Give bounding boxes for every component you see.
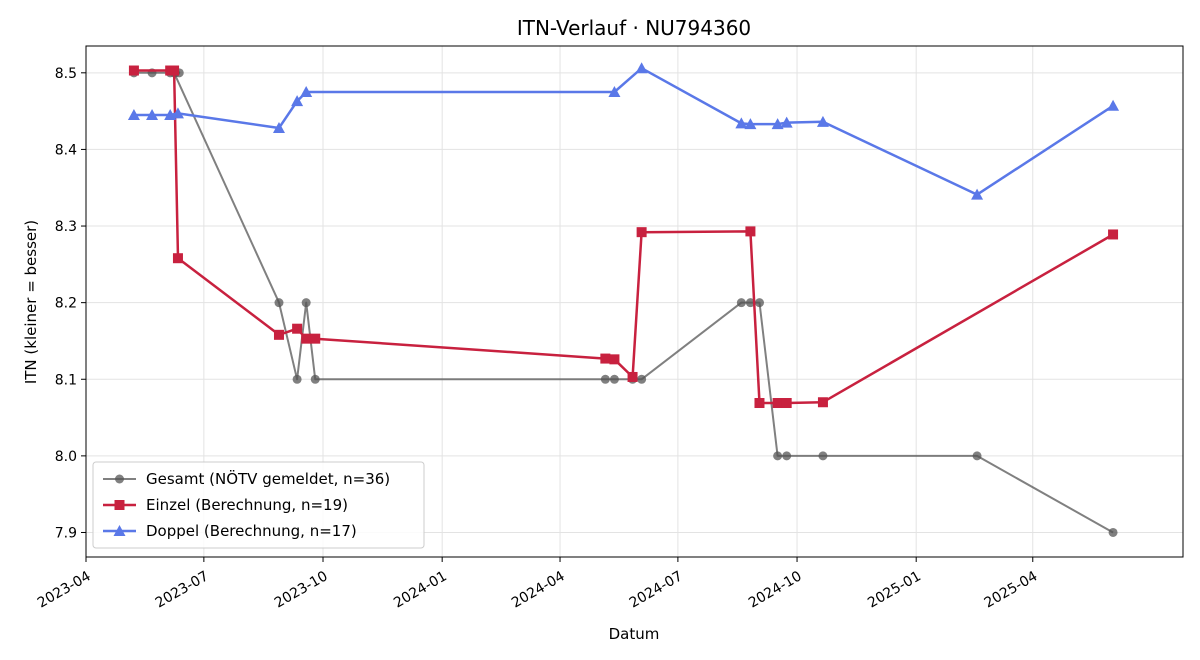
legend-label: Doppel (Berechnung, n=17) xyxy=(146,522,357,540)
data-point xyxy=(735,117,748,129)
y-tick-label: 8.4 xyxy=(55,142,77,158)
data-point xyxy=(1107,99,1120,111)
y-tick-label: 8.2 xyxy=(55,296,77,312)
data-point xyxy=(754,398,765,409)
legend-marker xyxy=(115,474,124,484)
data-point xyxy=(609,374,619,384)
data-point xyxy=(310,333,321,344)
y-tick-label: 8.3 xyxy=(55,219,77,235)
data-point xyxy=(608,85,621,97)
data-point xyxy=(745,298,755,308)
data-point xyxy=(972,451,982,461)
data-point xyxy=(600,353,611,364)
data-point xyxy=(291,95,304,107)
y-tick-label: 8.1 xyxy=(55,372,77,388)
chart-title: ITN-Verlauf · NU794360 xyxy=(517,16,751,40)
data-point xyxy=(754,298,764,308)
data-point xyxy=(273,329,284,340)
data-point xyxy=(300,85,313,97)
data-point xyxy=(1108,229,1119,240)
data-point xyxy=(292,323,303,334)
data-point xyxy=(635,62,648,74)
data-point xyxy=(172,253,183,264)
y-tick-label: 8.0 xyxy=(55,449,77,465)
data-point xyxy=(772,398,783,409)
data-point xyxy=(745,226,756,237)
data-point xyxy=(781,398,792,409)
series-line xyxy=(133,66,1114,196)
data-point xyxy=(301,333,312,344)
series-2 xyxy=(128,65,1119,409)
y-axis-label: ITN (kleiner = besser) xyxy=(22,220,40,384)
data-point xyxy=(818,451,828,461)
y-tick-label: 7.9 xyxy=(55,525,77,541)
data-point xyxy=(310,374,320,384)
x-axis-label: Datum xyxy=(609,625,660,643)
data-point xyxy=(636,227,647,238)
legend-box xyxy=(92,461,425,549)
data-point xyxy=(782,451,792,461)
data-point xyxy=(773,451,783,461)
data-point xyxy=(771,118,784,130)
data-point xyxy=(127,108,140,120)
grid xyxy=(85,46,1183,557)
legend-label: Gesamt (NÖTV gemeldet, n=36) xyxy=(146,469,390,488)
data-point xyxy=(816,115,829,127)
data-point xyxy=(128,65,139,76)
data-point xyxy=(817,397,828,408)
data-point xyxy=(169,65,180,76)
data-point xyxy=(780,116,793,128)
data-point xyxy=(301,298,311,308)
data-point xyxy=(609,354,620,365)
data-point xyxy=(736,298,746,308)
data-point xyxy=(744,118,757,130)
data-point xyxy=(146,108,159,120)
data-point xyxy=(171,107,184,119)
legend-marker xyxy=(113,525,126,536)
data-point xyxy=(274,298,284,308)
data-point xyxy=(600,374,610,384)
data-point xyxy=(272,121,285,133)
plot-frame xyxy=(85,45,1184,558)
series-layer xyxy=(127,62,1120,537)
legend-label: Einzel (Berechnung, n=19) xyxy=(146,496,348,514)
data-point xyxy=(292,374,302,384)
legend: Gesamt (NÖTV gemeldet, n=36) Einzel (Bere… xyxy=(92,461,425,549)
legend-marker xyxy=(114,500,125,510)
series-3 xyxy=(127,62,1120,200)
y-tick-label: 8.5 xyxy=(55,66,77,82)
data-point xyxy=(971,188,984,200)
data-point xyxy=(637,374,647,384)
data-point xyxy=(1108,527,1118,537)
data-point xyxy=(627,371,638,382)
